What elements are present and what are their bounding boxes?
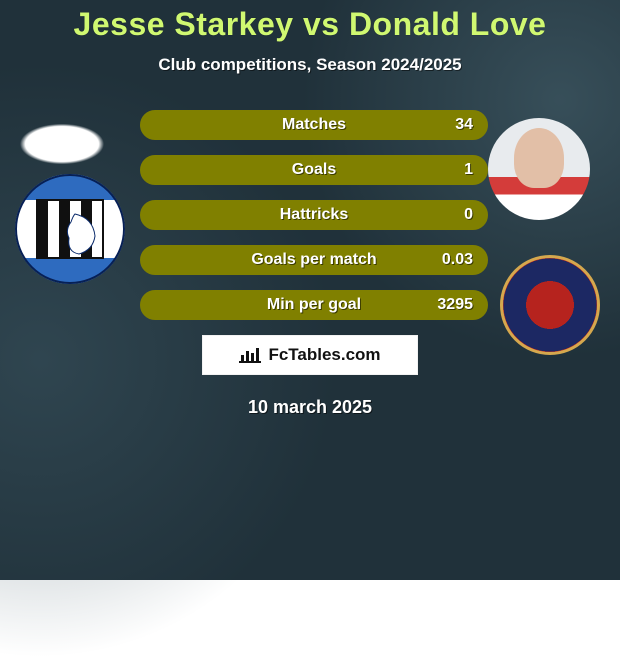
stat-row: Min per goal 3295	[140, 290, 488, 320]
stat-value-right: 1	[464, 161, 473, 179]
stat-label: Min per goal	[267, 296, 361, 314]
stat-value-right: 0	[464, 206, 473, 224]
subtitle: Club competitions, Season 2024/2025	[0, 55, 620, 75]
player-right-avatar	[488, 118, 590, 220]
stat-row: Goals per match 0.03	[140, 245, 488, 275]
stat-label: Matches	[282, 116, 346, 134]
stat-label: Hattricks	[280, 206, 348, 224]
stat-label: Goals	[292, 161, 336, 179]
stat-value-right: 3295	[437, 296, 473, 314]
comparison-card: Jesse Starkey vs Donald Love Club compet…	[0, 0, 620, 580]
bar-chart-icon	[239, 346, 261, 364]
comparison-body: Matches 34 Goals 1 Hattricks 0 Goals per match…	[0, 110, 620, 418]
stat-row: Hattricks 0	[140, 200, 488, 230]
stat-row: Goals 1	[140, 155, 488, 185]
player-left-avatar	[8, 118, 116, 170]
source-badge[interactable]: FcTables.com	[202, 335, 418, 375]
snapshot-date: 10 march 2025	[0, 397, 620, 418]
stat-row: Matches 34	[140, 110, 488, 140]
source-badge-text: FcTables.com	[268, 345, 380, 365]
stat-value-right: 34	[455, 116, 473, 134]
player-right-club-crest	[500, 255, 600, 355]
stat-rows: Matches 34 Goals 1 Hattricks 0 Goals per match…	[140, 110, 488, 320]
stat-label: Goals per match	[251, 251, 376, 269]
stat-value-right: 0.03	[442, 251, 473, 269]
player-left-club-crest	[15, 174, 125, 284]
page-title: Jesse Starkey vs Donald Love	[0, 0, 620, 43]
